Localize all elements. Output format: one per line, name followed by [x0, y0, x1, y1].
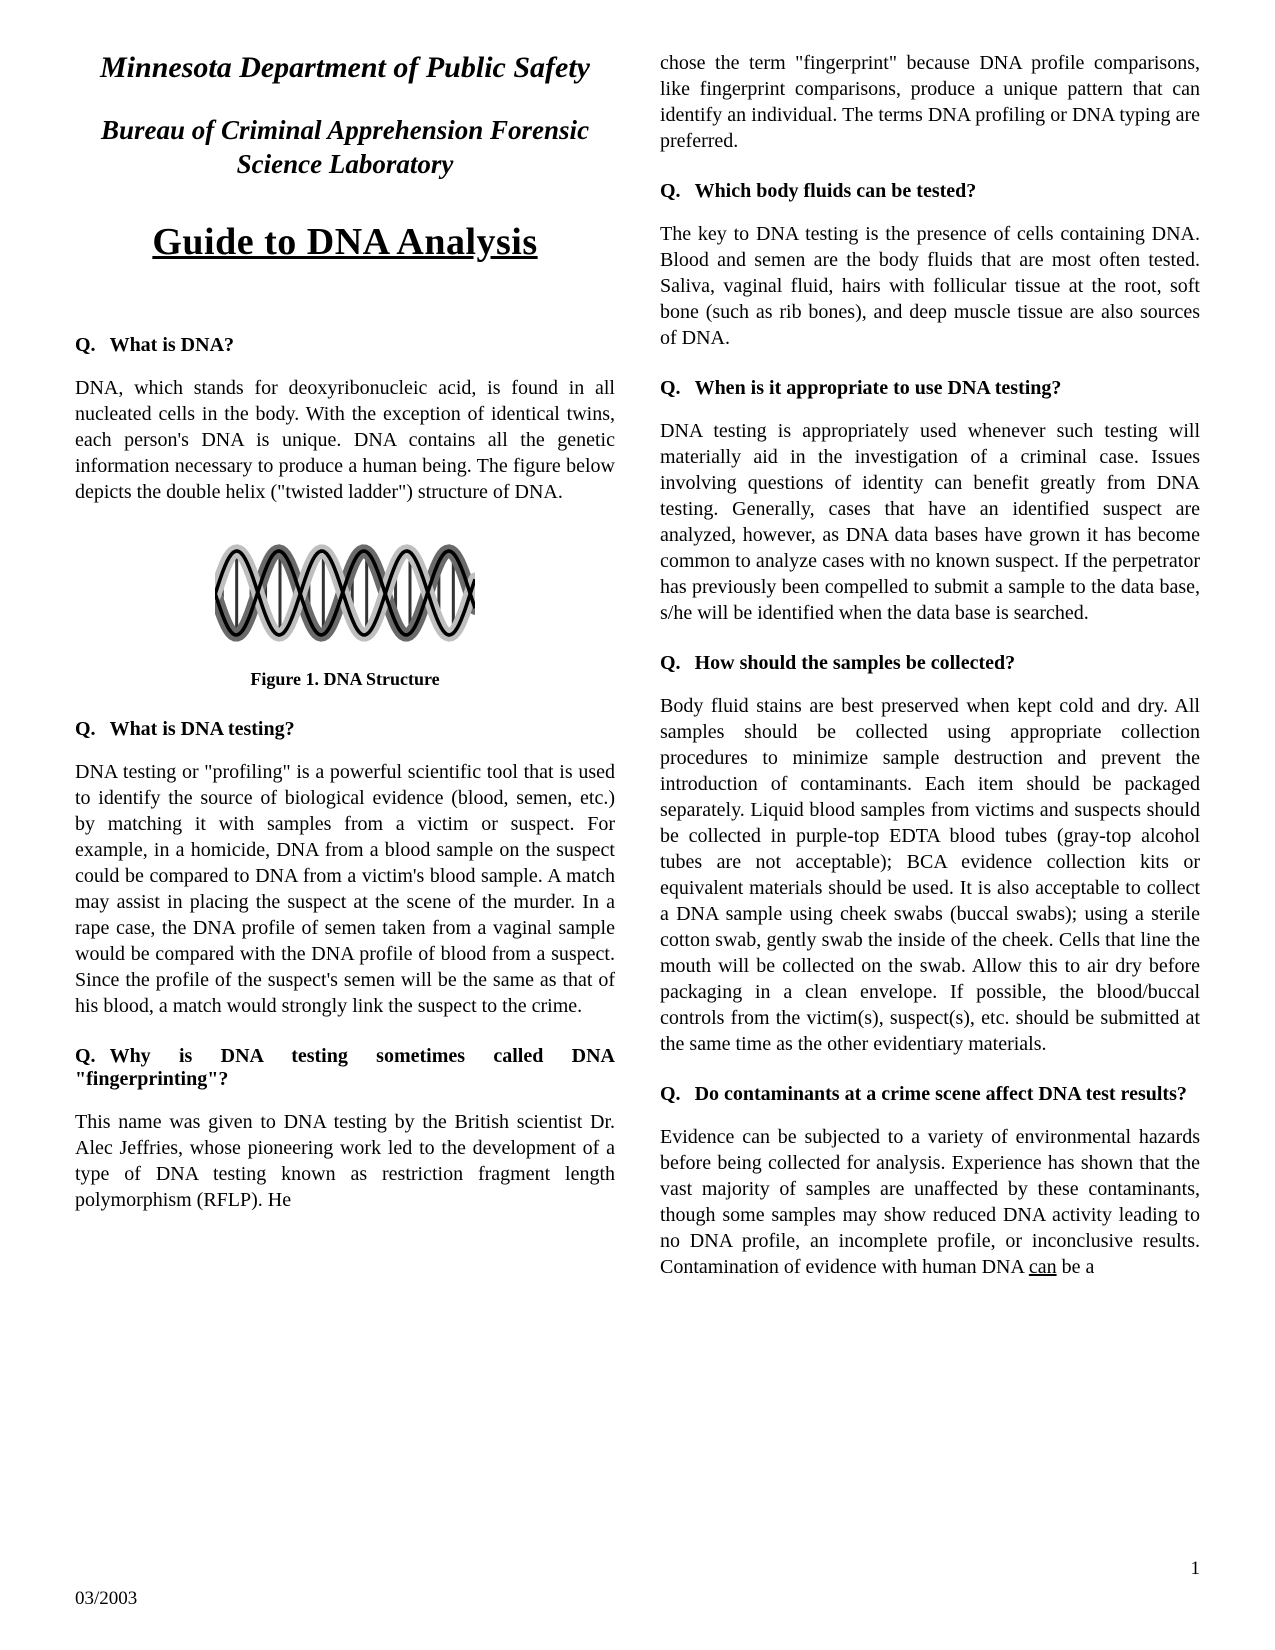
left-column: Minnesota Department of Public Safety Bu…	[75, 50, 615, 1280]
q2-text: What is DNA testing?	[110, 718, 295, 740]
a7-post: be a	[1057, 1256, 1095, 1278]
question-7: Q. Do contaminants at a crime scene affec…	[660, 1083, 1200, 1106]
q6-text: How should the samples be collected?	[695, 652, 1016, 674]
answer-6: Body fluid stains are best preserved whe…	[660, 693, 1200, 1057]
question-5: Q. When is it appropriate to use DNA test…	[660, 377, 1200, 400]
q-prefix: Q.	[75, 718, 96, 741]
footer-date: 03/2003	[75, 1588, 137, 1610]
q-prefix: Q.	[75, 334, 96, 357]
answer-3b: chose the term "fingerprint" because DNA…	[660, 50, 1200, 154]
q5-text: When is it appropriate to use DNA testin…	[695, 377, 1062, 399]
answer-5: DNA testing is appropriately used whenev…	[660, 418, 1200, 626]
bureau-title: Bureau of Criminal Apprehension Forensic…	[75, 114, 615, 182]
question-1: Q. What is DNA?	[75, 334, 615, 357]
footer-page-number: 1	[1191, 1558, 1201, 1580]
question-3: Q.Why is DNA testing sometimes called DN…	[75, 1045, 615, 1091]
answer-2: DNA testing or "profiling" is a powerful…	[75, 759, 615, 1019]
q4-text: Which body fluids can be tested?	[695, 180, 977, 202]
answer-4: The key to DNA testing is the presence o…	[660, 221, 1200, 351]
q-prefix: Q.	[660, 652, 681, 675]
q-prefix: Q.	[660, 377, 681, 400]
guide-title: Guide to DNA Analysis	[75, 220, 615, 264]
q-prefix: Q.	[75, 1045, 96, 1068]
dna-helix-icon	[215, 531, 475, 656]
figure-1-caption: Figure 1. DNA Structure	[75, 669, 615, 690]
figure-1: Figure 1. DNA Structure	[75, 531, 615, 690]
answer-7: Evidence can be subjected to a variety o…	[660, 1124, 1200, 1280]
a7-pre: Evidence can be subjected to a variety o…	[660, 1126, 1200, 1278]
answer-1: DNA, which stands for deoxyribonucleic a…	[75, 375, 615, 505]
answer-3a: This name was given to DNA testing by th…	[75, 1109, 615, 1213]
page-content: Minnesota Department of Public Safety Bu…	[75, 50, 1200, 1280]
q1-text: What is DNA?	[110, 334, 234, 356]
question-2: Q. What is DNA testing?	[75, 718, 615, 741]
question-4: Q. Which body fluids can be tested?	[660, 180, 1200, 203]
q3-text: Why is DNA testing sometimes called DNA …	[75, 1045, 615, 1090]
q-prefix: Q.	[660, 180, 681, 203]
a7-underlined: can	[1029, 1256, 1057, 1278]
q-prefix: Q.	[660, 1083, 681, 1106]
q7-text: Do contaminants at a crime scene affect …	[695, 1083, 1187, 1105]
department-title: Minnesota Department of Public Safety	[75, 50, 615, 86]
right-column: chose the term "fingerprint" because DNA…	[660, 50, 1200, 1280]
question-6: Q. How should the samples be collected?	[660, 652, 1200, 675]
